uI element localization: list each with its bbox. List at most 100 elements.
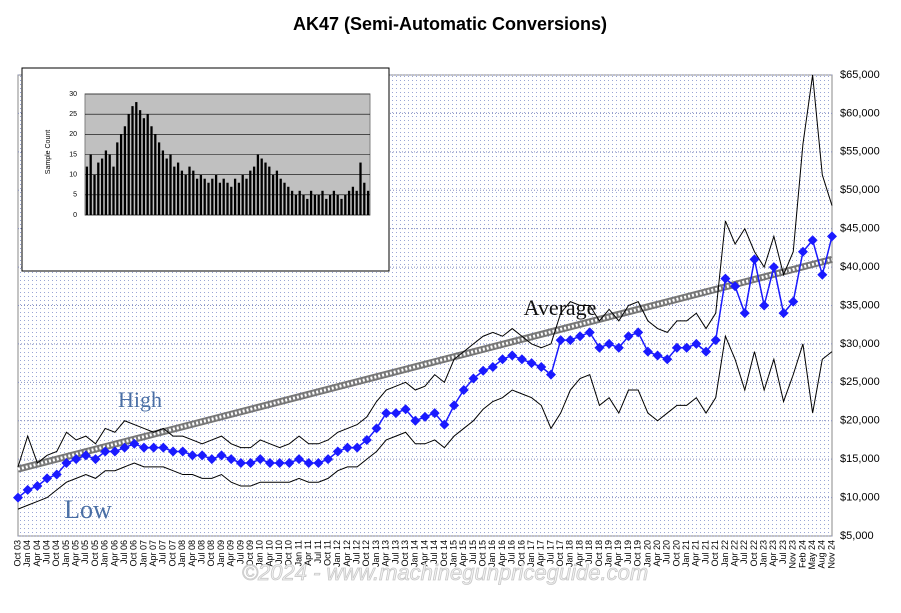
inset-bar <box>192 170 195 215</box>
diamond-marker <box>332 446 343 457</box>
inset-bar <box>344 194 347 215</box>
inset-bar <box>271 174 275 215</box>
diamond-marker <box>235 458 246 469</box>
diamond-marker <box>255 454 266 465</box>
diamond-marker <box>613 342 624 353</box>
inset-bar <box>306 198 309 215</box>
inset-bar <box>340 198 343 215</box>
inset-bar <box>161 150 165 215</box>
x-tick-label: Jan 05 <box>61 540 71 567</box>
diamond-marker <box>32 481 43 492</box>
inset-y-tick-label: 25 <box>69 111 77 118</box>
x-tick-label: Oct 14 <box>439 540 449 567</box>
x-tick-label: Jan 18 <box>565 540 575 567</box>
inset-bar <box>173 166 176 215</box>
diamond-marker <box>449 400 460 411</box>
diamond-marker <box>410 415 421 426</box>
diamond-marker <box>352 442 363 453</box>
x-tick-label: Oct 12 <box>361 540 371 567</box>
x-tick-label: Oct 08 <box>206 540 216 567</box>
inset-bar <box>298 190 301 215</box>
diamond-marker <box>264 458 275 469</box>
x-tick-label: Jan 12 <box>332 540 342 567</box>
inset-bar <box>283 182 286 215</box>
x-tick-label: Jul 15 <box>468 540 478 564</box>
diamond-marker <box>216 450 227 461</box>
inset-bar <box>146 114 149 215</box>
diamond-marker <box>584 327 595 338</box>
inset-bar <box>127 114 130 215</box>
diamond-marker <box>400 404 411 415</box>
diamond-marker <box>720 273 731 284</box>
diamond-marker <box>294 454 305 465</box>
series-annotation: Low <box>64 495 112 524</box>
diamond-marker <box>51 469 62 480</box>
diamond-marker <box>788 296 799 307</box>
x-tick-label: Oct 16 <box>516 540 526 567</box>
inset-bar <box>131 106 134 215</box>
diamond-marker <box>323 454 334 465</box>
diamond-marker <box>80 450 91 461</box>
inset-bar <box>218 182 222 215</box>
diamond-marker <box>342 442 353 453</box>
inset-bar <box>366 190 370 215</box>
inset-bar <box>93 174 96 215</box>
inset-bar <box>85 166 89 215</box>
x-tick-label: Apr 04 <box>32 540 42 567</box>
diamond-marker <box>148 442 159 453</box>
diamond-marker <box>42 473 53 484</box>
inset-bar <box>97 162 100 215</box>
x-tick-label: Jan 23 <box>759 540 769 567</box>
diamond-marker <box>691 338 702 349</box>
inset-bar <box>237 182 241 215</box>
diamond-marker <box>739 308 750 319</box>
x-tick-label: Oct 21 <box>710 540 720 567</box>
diamond-marker <box>313 458 324 469</box>
y-tick-label: $25,000 <box>840 376 880 388</box>
trend-line-hatch <box>17 257 833 471</box>
x-tick-label: Apr 10 <box>264 540 274 567</box>
inset-bar <box>211 178 214 215</box>
x-tick-label: Jan 09 <box>216 540 226 567</box>
diamond-marker <box>817 269 828 280</box>
inset-bar <box>268 166 271 215</box>
inset-bar <box>347 190 351 215</box>
inset-bar <box>100 158 104 215</box>
diamond-marker <box>778 308 789 319</box>
x-tick-label: Apr 19 <box>613 540 623 567</box>
x-tick-label: Apr 22 <box>729 540 739 567</box>
inset-bar <box>199 174 203 215</box>
inset-bar <box>249 170 252 215</box>
diamond-marker <box>361 434 372 445</box>
diamond-marker <box>371 423 382 434</box>
x-tick-label: Jul 09 <box>235 540 245 564</box>
y-tick-label: $40,000 <box>840 261 880 273</box>
watermark: ©2024 - www.machinegunpriceguide.com <box>242 560 648 585</box>
x-tick-label: Jan 21 <box>681 540 691 567</box>
x-tick-label: Oct 13 <box>400 540 410 567</box>
x-tick-label: Jul 19 <box>623 540 633 564</box>
x-tick-label: Oct 22 <box>749 540 759 567</box>
diamond-marker <box>90 454 101 465</box>
y-tick-label: $60,000 <box>840 107 880 119</box>
chart-title: AK47 (Semi-Automatic Conversions) <box>293 14 607 34</box>
inset-bar <box>214 174 218 215</box>
x-tick-label: Jul 06 <box>119 540 129 564</box>
inset-bar <box>264 162 267 215</box>
inset-y-tick-label: 15 <box>69 151 77 158</box>
x-tick-label: Jan 15 <box>448 540 458 567</box>
diamond-marker <box>100 446 111 457</box>
x-tick-label: Apr 15 <box>458 540 468 567</box>
inset-bar <box>287 186 290 215</box>
inset-y-tick-label: 0 <box>73 212 77 219</box>
inset-bar <box>112 166 115 215</box>
diamond-marker <box>468 373 479 384</box>
x-tick-label: Jan 06 <box>100 540 110 567</box>
inset-bar <box>104 150 108 215</box>
y-tick-label: $50,000 <box>840 184 880 196</box>
inset-bar <box>233 178 237 215</box>
diamond-marker <box>206 454 217 465</box>
x-tick-label: Jul 11 <box>313 540 323 563</box>
diamond-marker <box>827 231 837 242</box>
inset-bar <box>157 142 161 215</box>
